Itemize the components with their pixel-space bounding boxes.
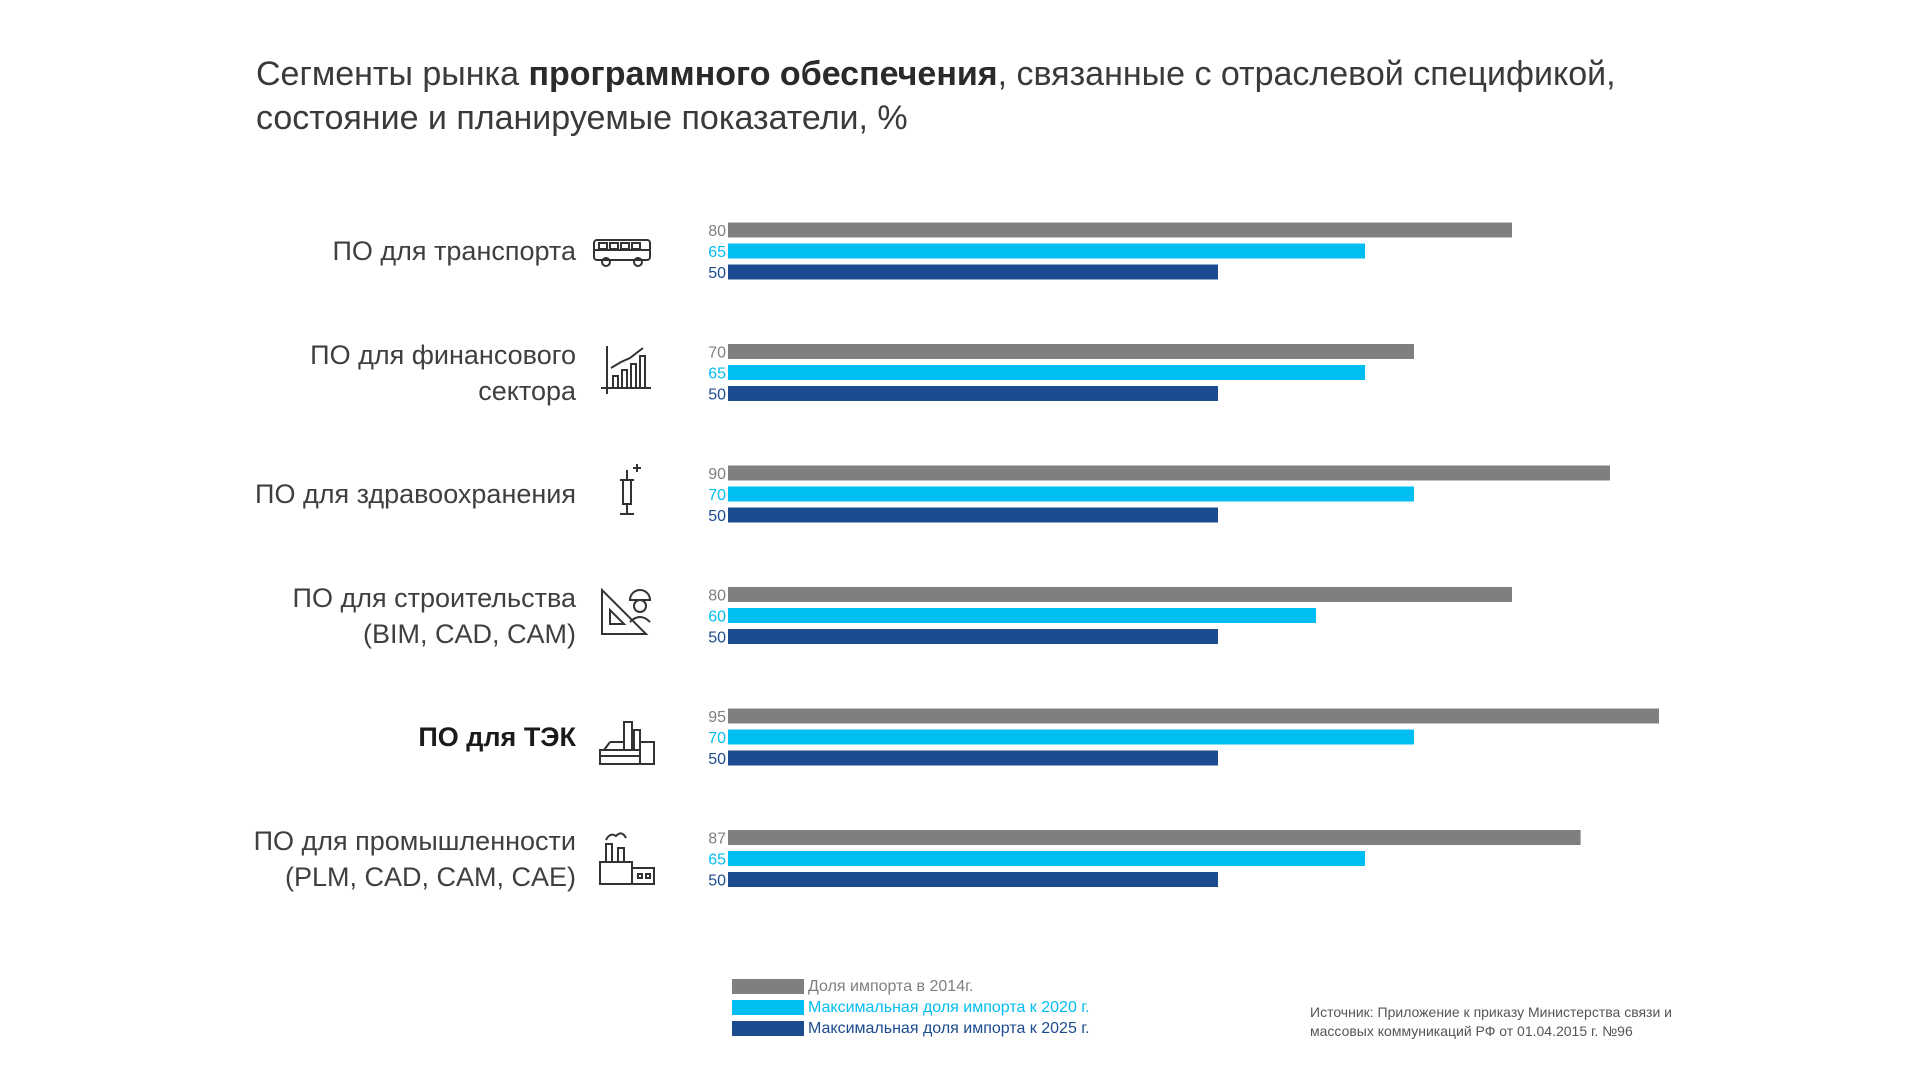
bar — [728, 629, 1218, 644]
bar — [728, 507, 1218, 523]
category-label: ПО для финансового сектора — [310, 337, 576, 409]
category-label: ПО для строительства (BIM, CAD, CAM) — [293, 580, 576, 652]
legend-item: Доля импорта в 2014г. — [732, 976, 1090, 997]
category-label-line: ПО для финансового — [310, 339, 576, 370]
data-label: 50 — [708, 873, 726, 890]
bar — [728, 465, 1610, 481]
data-label: 65 — [708, 852, 726, 869]
data-label: 87 — [708, 831, 726, 848]
chart-title: Сегменты рынка программного обеспечения,… — [256, 55, 1616, 137]
data-label: 50 — [708, 630, 726, 647]
data-label: 50 — [708, 508, 726, 525]
data-label: 50 — [708, 265, 726, 282]
growth-chart-icon — [601, 346, 651, 394]
category-label: ПО для транспорта — [333, 233, 577, 269]
syringe-icon — [620, 464, 641, 515]
category-label-line: (BIM, CAD, CAM) — [363, 618, 576, 649]
title-bold: программного обеспечения — [528, 55, 998, 93]
data-label: 65 — [708, 244, 726, 261]
category-label-line: (PLM, CAD, CAM, CAE) — [284, 861, 576, 892]
category-label: ПО для ТЭК — [418, 719, 576, 755]
category-label-line: ПО для здравоохранения — [255, 479, 576, 509]
data-label: 70 — [708, 730, 726, 747]
legend-label: Максимальная доля импорта к 2025 г. — [808, 1019, 1090, 1037]
legend-swatch — [732, 1000, 804, 1015]
title-line2: состояние и планируемые показатели, % — [256, 99, 908, 137]
bar — [728, 750, 1218, 766]
legend-item: Максимальная доля импорта к 2025 г. — [732, 1018, 1090, 1039]
category-label-line: ПО для строительства — [292, 582, 576, 613]
legend-item: Максимальная доля импорта к 2020 г. — [732, 997, 1090, 1018]
bar — [728, 608, 1316, 623]
data-label: 80 — [708, 588, 726, 605]
bar — [728, 264, 1218, 280]
bar — [728, 486, 1414, 502]
factory-icon — [599, 832, 655, 885]
engineer-icon — [601, 587, 652, 635]
bar — [728, 872, 1218, 887]
bar — [728, 386, 1218, 401]
legend-swatch — [732, 979, 804, 994]
data-label: 90 — [708, 466, 726, 483]
data-label: 65 — [708, 366, 726, 383]
power-plant-icon — [599, 721, 655, 765]
bar — [728, 222, 1512, 238]
data-label: 70 — [708, 487, 726, 504]
bus-icon — [593, 239, 651, 267]
category-label-line: ПО для транспорта — [332, 236, 577, 266]
legend-label: Максимальная доля импорта к 2020 г. — [808, 998, 1090, 1016]
data-label: 70 — [708, 345, 726, 362]
bar — [728, 587, 1512, 602]
data-label: 95 — [708, 709, 726, 726]
category-label: ПО для промышленности (PLM, CAD, CAM, CAE… — [254, 823, 576, 895]
data-label: 80 — [708, 223, 726, 240]
category-label: ПО для здравоохранения — [255, 476, 576, 512]
bar — [728, 729, 1414, 745]
bar — [728, 243, 1365, 259]
category-label-line: ПО для промышленности — [253, 825, 576, 856]
bar — [728, 344, 1414, 359]
legend: Доля импорта в 2014г. Максимальная доля … — [732, 976, 1090, 1039]
data-label: 50 — [708, 751, 726, 768]
bar — [728, 708, 1659, 724]
data-label: 50 — [708, 387, 726, 404]
category-label-line: сектора — [478, 375, 576, 406]
legend-swatch — [732, 1021, 804, 1036]
category-label-line: ПО для ТЭК — [418, 722, 576, 752]
source-note: Источник: Приложение к приказу Министерс… — [1310, 1004, 1673, 1039]
data-label: 60 — [708, 609, 726, 626]
legend-label: Доля импорта в 2014г. — [808, 977, 974, 995]
bar — [728, 830, 1581, 845]
bar — [728, 365, 1365, 380]
bar — [728, 851, 1365, 866]
